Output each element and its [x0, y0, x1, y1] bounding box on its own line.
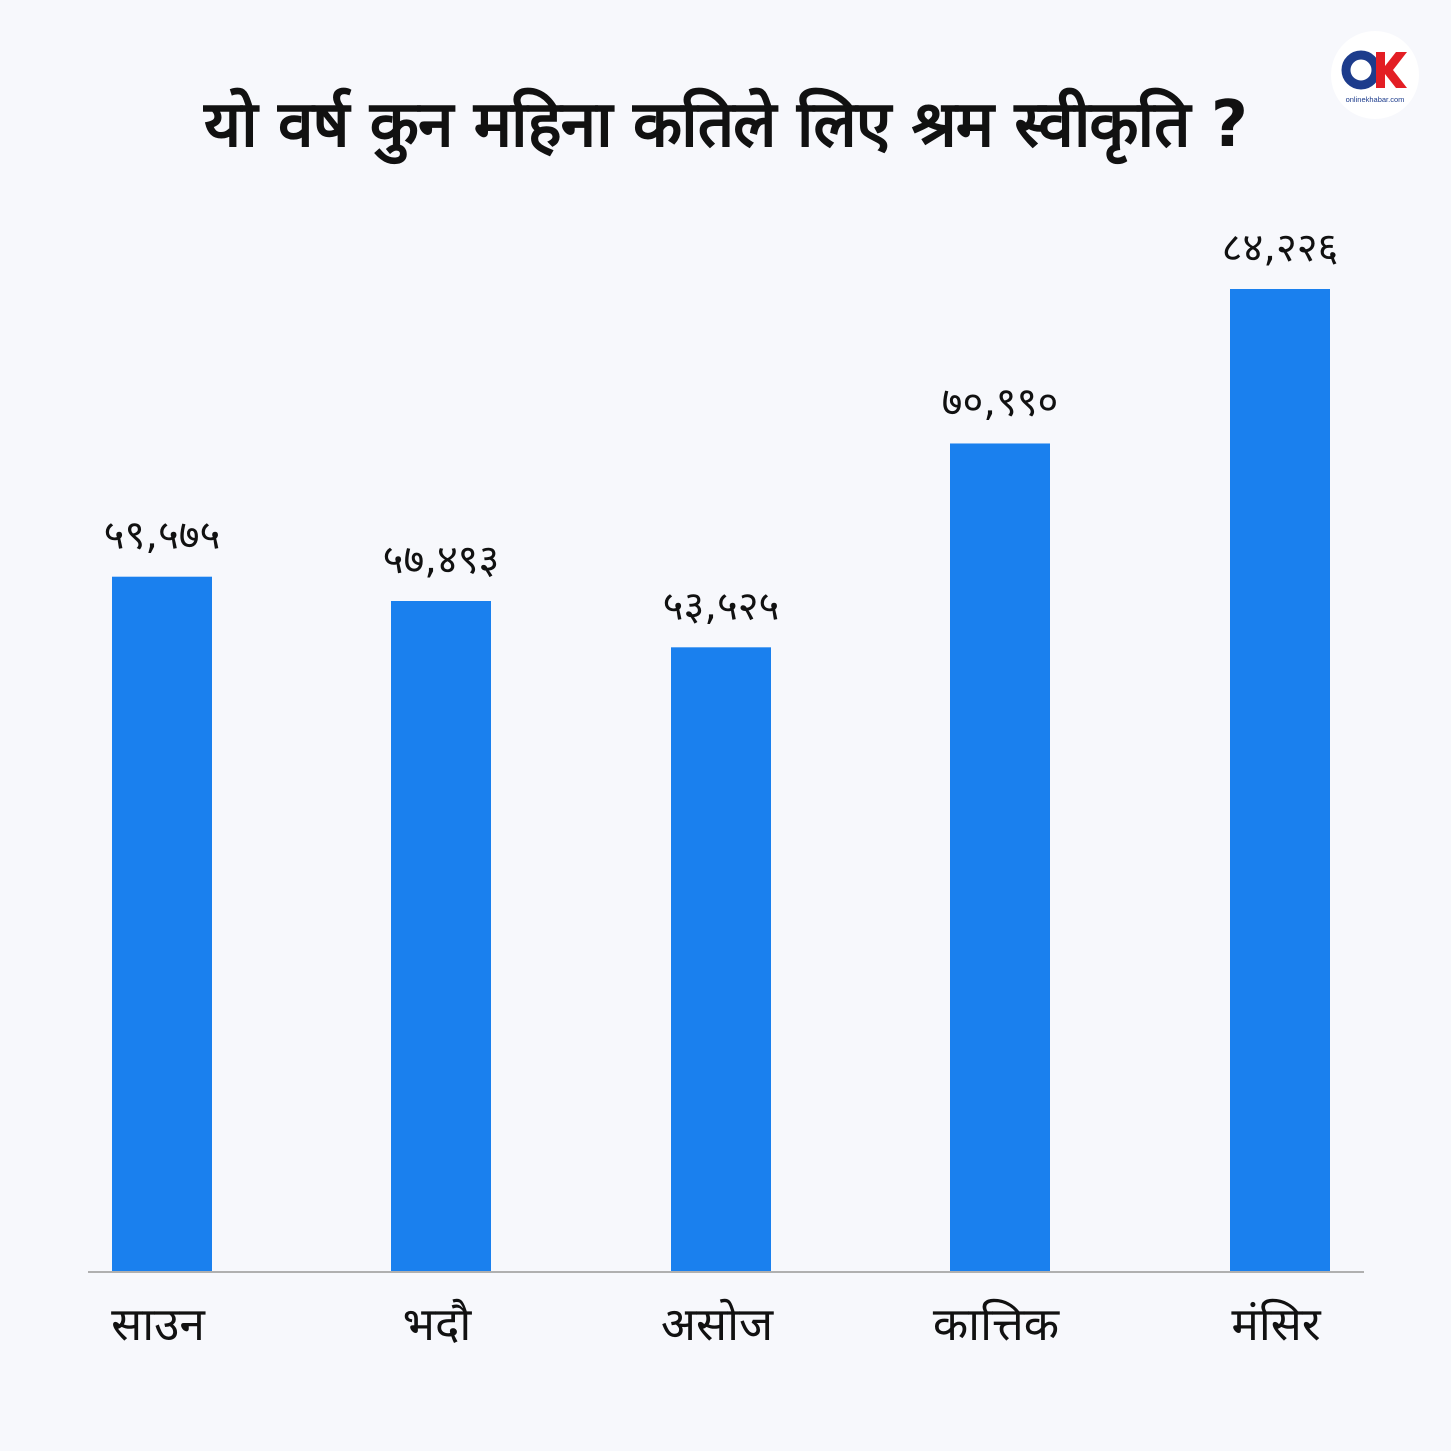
category-label: मंसिर: [1231, 1297, 1322, 1351]
value-labels-group: ५९,५७५ ५७,४९३ ५३,५२५ ७०,९९० ८४,२२६: [104, 225, 1339, 629]
bar-value-label: ८४,२२६: [1222, 225, 1339, 271]
category-labels-group: साउन भदौ असोज कात्तिक मंसिर: [111, 1297, 1322, 1351]
chart-title: यो वर्ष कुन महिना कतिले लिए श्रम स्वीकृत…: [203, 88, 1248, 162]
logo-text: onlinekhabar.com: [1346, 95, 1405, 104]
category-label: साउन: [111, 1297, 206, 1351]
category-label: भदौ: [403, 1297, 473, 1351]
bar-value-label: ७०,९९०: [942, 379, 1059, 425]
bar-4: [950, 443, 1050, 1272]
bar-value-label: ५३,५२५: [663, 583, 780, 629]
bar-3: [671, 647, 771, 1272]
onlinekhabar-logo-icon: onlinekhabar.com: [1330, 30, 1420, 120]
bar-2: [391, 601, 491, 1272]
category-label: असोज: [661, 1297, 774, 1351]
bar-value-label: ५७,४९३: [383, 537, 500, 583]
bars-group: [112, 289, 1330, 1272]
bar-5: [1230, 289, 1330, 1272]
bar-1: [112, 576, 212, 1272]
category-label: कात्तिक: [933, 1297, 1061, 1351]
bar-value-label: ५९,५७५: [104, 513, 221, 559]
